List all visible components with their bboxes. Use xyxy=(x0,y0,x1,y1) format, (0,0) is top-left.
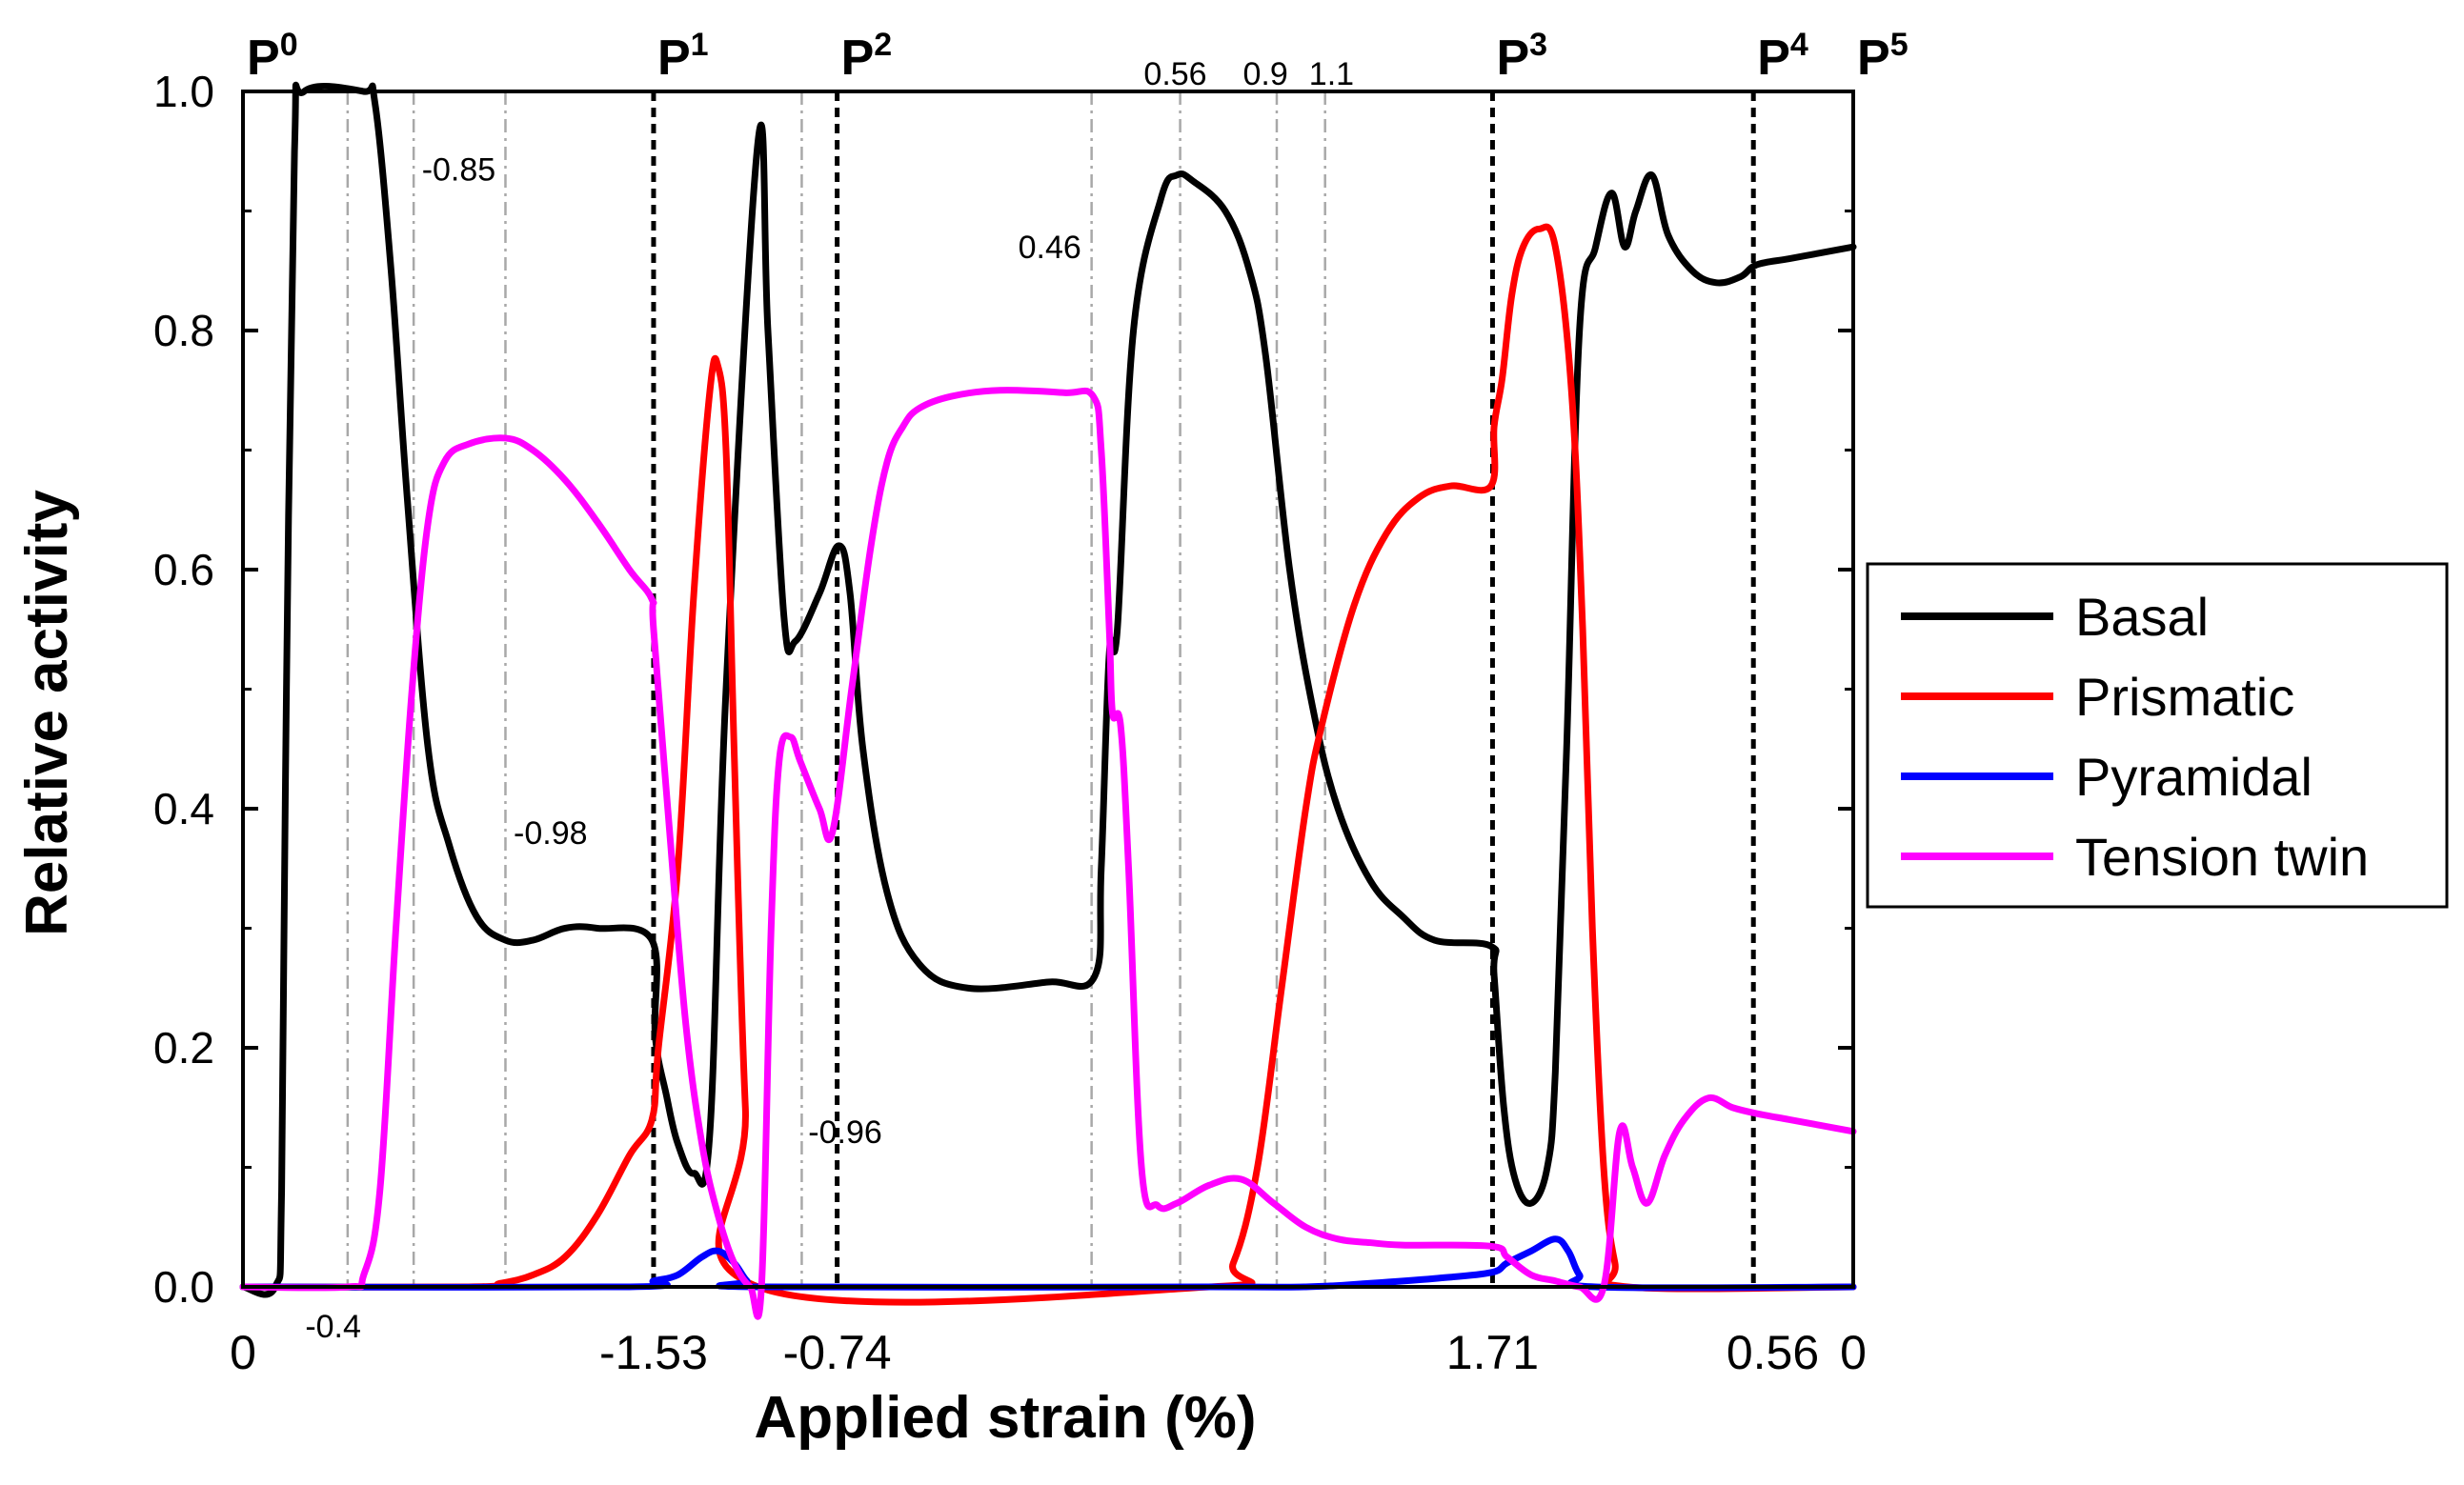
annotation-label: -0.98 xyxy=(514,815,588,852)
y-axis-title: Relative activity xyxy=(14,490,80,936)
marker-base: P xyxy=(1857,30,1890,86)
marker-base: P xyxy=(1496,30,1529,86)
x-tick-label: 1.71 xyxy=(1446,1326,1539,1379)
annotation-label: 0.46 xyxy=(1019,230,1081,266)
y-tick-label: 1.0 xyxy=(153,67,214,116)
legend-box xyxy=(1866,562,2449,909)
annotation-label: -0.96 xyxy=(808,1114,882,1151)
series-line-prismatic xyxy=(239,223,1857,1306)
marker-superscript: 4 xyxy=(1790,27,1808,63)
plot-frame xyxy=(241,90,1855,1289)
annotation-label: 0.56 xyxy=(1143,56,1206,92)
reference-lines xyxy=(346,91,1326,1287)
legend-label: Pyramidal xyxy=(2075,747,2313,807)
marker-base: P xyxy=(657,30,691,86)
point-marker-label: P4 xyxy=(1757,27,1808,86)
marker-superscript: 1 xyxy=(691,27,709,63)
marker-superscript: 0 xyxy=(280,27,298,63)
y-tick-label: 0.8 xyxy=(153,306,214,355)
point-marker-label: P1 xyxy=(657,27,709,86)
marker-base: P xyxy=(247,30,280,86)
series-line-basal xyxy=(239,81,1857,1298)
annotations: -0.85 -0.98 -0.96 0.46 0.56 0.9 1.1 xyxy=(422,56,1354,1151)
marker-superscript: 5 xyxy=(1890,27,1909,63)
x-tick-label: 0.56 xyxy=(1727,1326,1819,1379)
y-tick-label: 0.6 xyxy=(153,545,214,594)
x-tick-label: 0 xyxy=(230,1326,256,1379)
legend-label: Prismatic xyxy=(2075,667,2294,727)
marker-superscript: 3 xyxy=(1529,27,1547,63)
annotation-label: 1.1 xyxy=(1309,56,1354,92)
series-line-tension-twin xyxy=(239,387,1857,1320)
point-marker-label: P5 xyxy=(1857,27,1909,86)
x-tick-label: -0.74 xyxy=(783,1326,892,1379)
x-tick-label: -1.53 xyxy=(599,1326,708,1379)
y-tick-label: 0.0 xyxy=(153,1262,214,1312)
legend-label: Basal xyxy=(2075,587,2209,647)
y-tick-label: 0.4 xyxy=(153,784,214,833)
annotation-label: -0.85 xyxy=(422,152,496,189)
x-axis-title: Applied strain (%) xyxy=(754,1385,1256,1451)
series-group xyxy=(239,81,1857,1320)
point-marker-label: P2 xyxy=(841,27,893,86)
legend: Basal Prismatic Pyramidal Tension twin xyxy=(1866,562,2449,909)
point-marker-label: P3 xyxy=(1496,27,1547,86)
x-tick-label: 0 xyxy=(1840,1326,1867,1379)
legend-label: Tension twin xyxy=(2075,827,2369,887)
y-tick-label: 0.2 xyxy=(153,1023,214,1073)
point-marker-label: P0 xyxy=(247,27,298,86)
axis-ticks: 0.0 0.2 0.4 0.6 0.8 1.0 0 -0.4 -1.53 -0.74 1.71 0.5… xyxy=(153,67,1867,1379)
annotation-label: 0.9 xyxy=(1243,56,1288,92)
marker-base: P xyxy=(841,30,875,86)
marker-base: P xyxy=(1757,30,1790,86)
point-markers: P0 P1 P2 P3 P4 P5 xyxy=(247,27,1909,86)
marker-superscript: 2 xyxy=(874,27,892,63)
x-tick-label: -0.4 xyxy=(305,1309,361,1345)
